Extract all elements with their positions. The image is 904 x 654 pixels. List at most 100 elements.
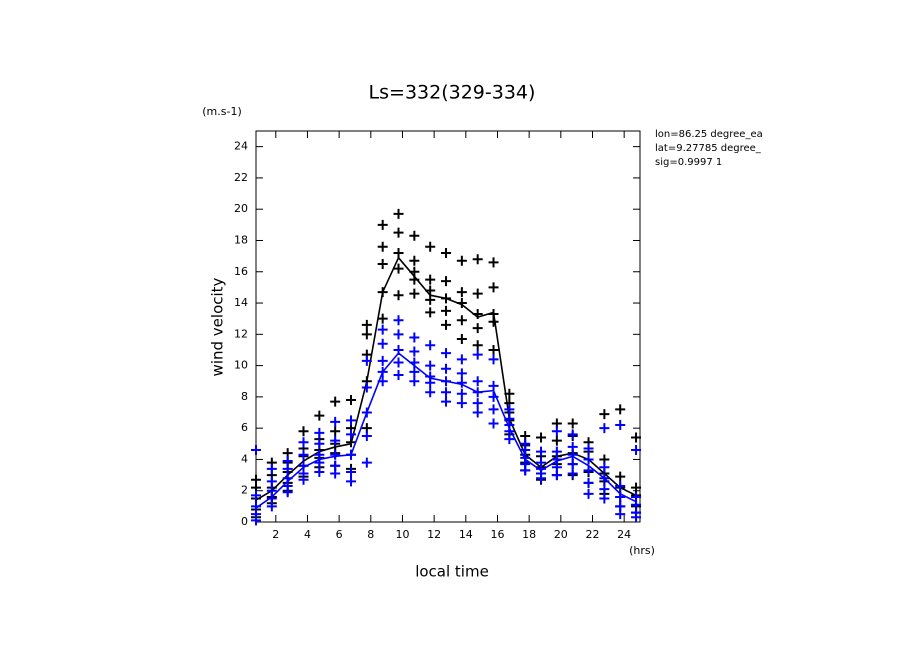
scatter-point [567, 429, 578, 440]
scatter-point [472, 254, 483, 265]
scatter-point [298, 437, 309, 448]
x-tick-label: 2 [272, 528, 279, 541]
annotation: lon=86.25 degree_ea [655, 129, 763, 140]
scatter-point [551, 435, 562, 446]
scatter-point [536, 432, 547, 443]
scatter-point [615, 501, 626, 512]
x-tick-label: 24 [617, 528, 631, 541]
scatter-point [488, 257, 499, 268]
scatter-point [456, 255, 467, 266]
scatter-point [425, 360, 436, 371]
scatter-point [409, 288, 420, 299]
scatter-point [456, 287, 467, 298]
scatter-point [441, 363, 452, 374]
scatter-point [346, 476, 357, 487]
scatter-point [504, 404, 515, 415]
scatter-point [330, 435, 341, 446]
y-unit: (m.s-1) [202, 105, 242, 118]
y-tick-label: 4 [241, 452, 248, 465]
x-tick-label: 4 [304, 528, 311, 541]
scatter-point [393, 369, 404, 380]
y-tick-label: 8 [241, 390, 248, 403]
scatter-point [631, 482, 642, 493]
scatter-point [599, 423, 610, 434]
scatter-point [472, 407, 483, 418]
scatter-point [456, 388, 467, 399]
scatter-point [472, 398, 483, 409]
y-tick-label: 22 [234, 171, 248, 184]
scatter-point [377, 338, 388, 349]
scatter-point [298, 426, 309, 437]
scatter-point [330, 426, 341, 437]
y-tick-label: 16 [234, 265, 248, 278]
scatter-point [615, 481, 626, 492]
scatter-point [409, 366, 420, 377]
scatter-point [393, 247, 404, 258]
scatter-point [488, 380, 499, 391]
y-tick-label: 2 [241, 484, 248, 497]
scatter-point [361, 319, 372, 330]
scatter-point [441, 305, 452, 316]
scatter-point [567, 441, 578, 452]
scatter-point [409, 346, 420, 357]
scatter-point [631, 491, 642, 502]
scatter-point [361, 382, 372, 393]
x-tick-label: 8 [367, 528, 374, 541]
y-tick-label: 10 [234, 359, 248, 372]
scatter-point [583, 477, 594, 488]
scatter-point [425, 340, 436, 351]
scatter-point [425, 371, 436, 382]
scatter-point [472, 323, 483, 334]
scatter-point [551, 446, 562, 457]
scatter-point [472, 376, 483, 387]
scatter-point [409, 230, 420, 241]
scatter-point [425, 307, 436, 318]
scatter-point [441, 247, 452, 258]
scatter-point [393, 208, 404, 219]
scatter-point [314, 410, 325, 421]
scatter-point [251, 474, 261, 485]
scatter-point [551, 426, 562, 437]
scatter-point [330, 460, 341, 471]
x-tick-label: 18 [522, 528, 536, 541]
x-axis-label: local time [415, 563, 489, 581]
scatter-point [346, 429, 357, 440]
scatter-point [520, 438, 531, 449]
scatter-point [393, 227, 404, 238]
y-tick-label: 20 [234, 202, 248, 215]
scatter-point [377, 313, 388, 324]
x-unit: (hrs) [629, 544, 655, 557]
scatter-point [330, 396, 341, 407]
scatter-point [409, 332, 420, 343]
scatter-point [631, 432, 642, 443]
scatter-point [330, 416, 341, 427]
scatter-point [456, 398, 467, 409]
scatter-point [425, 274, 436, 285]
scatter-point [251, 490, 261, 501]
scatter-point [409, 255, 420, 266]
scatter-point [583, 443, 594, 454]
y-tick-label: 12 [234, 327, 248, 340]
scatter-point [393, 315, 404, 326]
scatter-point [377, 258, 388, 269]
scatter-point [409, 376, 420, 387]
annotation: sig=0.9997 1 [655, 157, 722, 168]
x-tick-label: 16 [490, 528, 504, 541]
scatter-point [361, 329, 372, 340]
scatter-point [615, 420, 626, 431]
scatter-point [346, 466, 357, 477]
scatter-point [393, 329, 404, 340]
scatter-point [298, 449, 309, 460]
y-tick-label: 18 [234, 233, 248, 246]
scatter-point [361, 430, 372, 441]
scatter-point [361, 457, 372, 468]
scatter-point [583, 454, 594, 465]
scatter-point [361, 355, 372, 366]
scatter-point [488, 354, 499, 365]
x-tick-label: 22 [585, 528, 599, 541]
scatter-point [377, 241, 388, 252]
scatter-point [377, 324, 388, 335]
x-tick-label: 12 [427, 528, 441, 541]
scatter-point [330, 449, 341, 460]
